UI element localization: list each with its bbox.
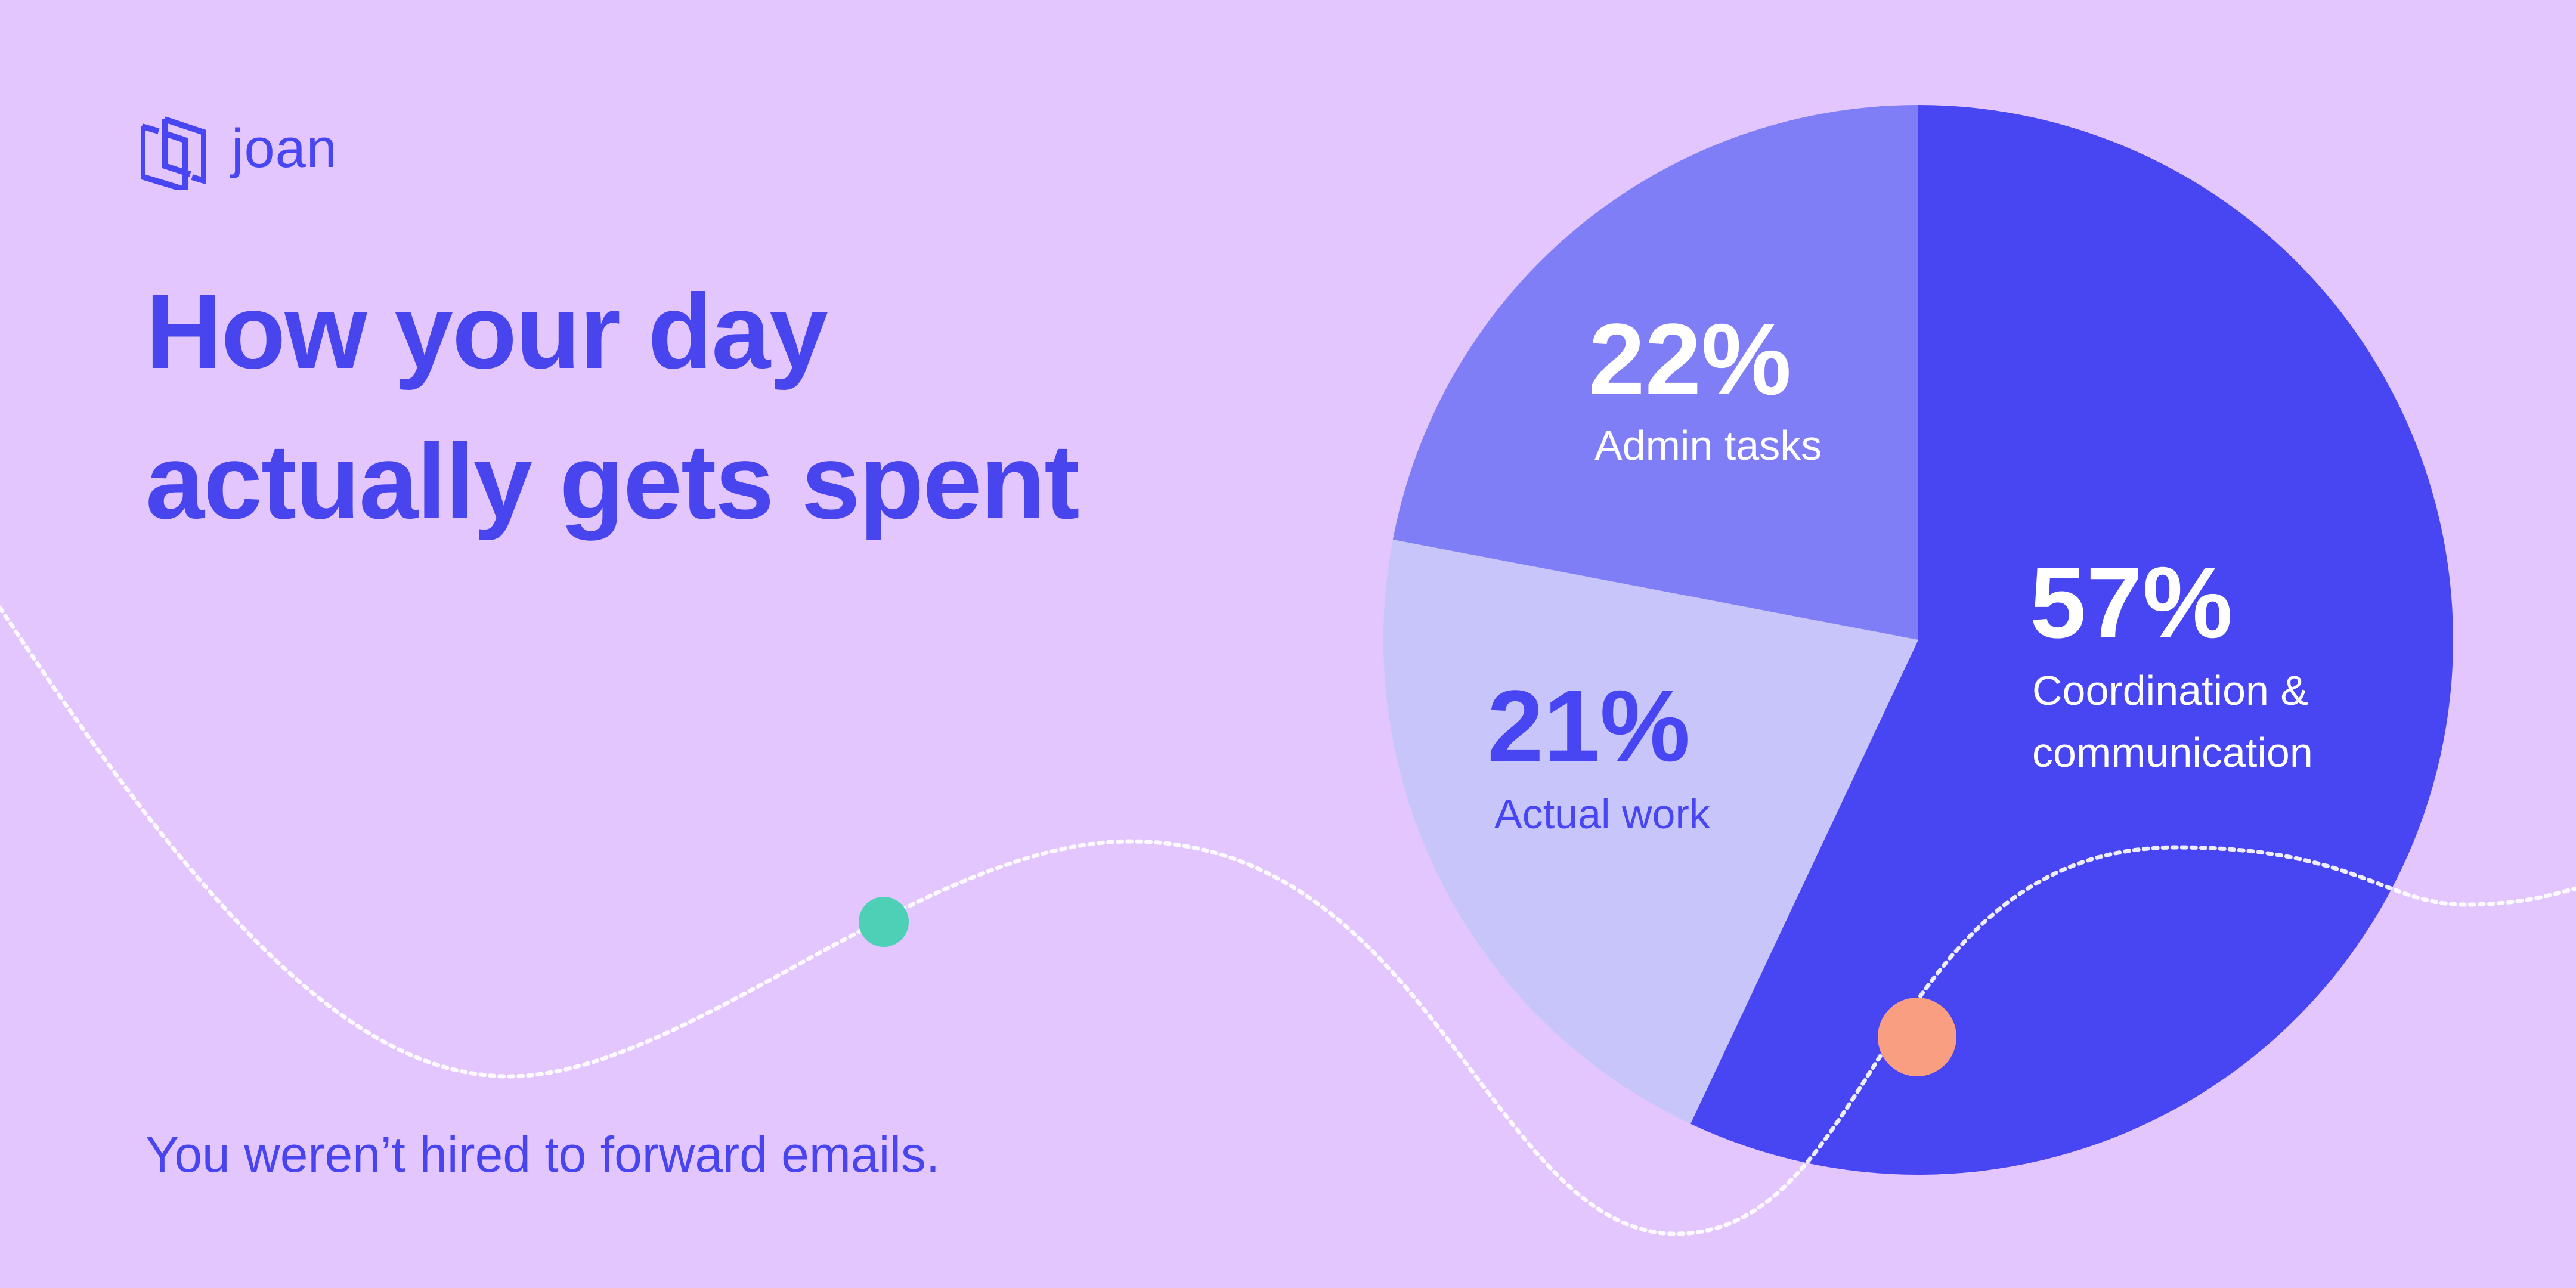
teal-dot [859, 897, 909, 947]
brand-name: joan [231, 118, 338, 179]
pie-slice-admin-tasks [1392, 105, 1918, 640]
title-line-2: actually gets spent [145, 422, 1080, 541]
page-title: How your day actually gets spent [145, 256, 1080, 557]
tagline: You weren’t hired to forward emails. [145, 1126, 940, 1182]
slice-label-work: Actual work [1494, 791, 1711, 837]
slice-label-coordination-line1: Coordination & [2032, 667, 2308, 714]
slice-label-coordination-line2: communication [2032, 729, 2313, 776]
brand-logo: joan [141, 113, 338, 190]
pie-slice-actual-work [1383, 539, 1918, 1124]
title-line-1: How your day [145, 272, 828, 391]
slice-value-work: 21% [1487, 670, 1690, 783]
slice-label-admin: Admin tasks [1594, 422, 1822, 469]
pie-slice-coordination-communication [1690, 105, 2453, 1175]
slice-value-coordination: 57% [2030, 546, 2233, 660]
dotted-wave-line [0, 605, 2576, 1236]
slice-value-admin: 22% [1589, 303, 1791, 416]
salmon-dot [1878, 998, 1956, 1076]
joan-logo-icon [141, 116, 206, 190]
